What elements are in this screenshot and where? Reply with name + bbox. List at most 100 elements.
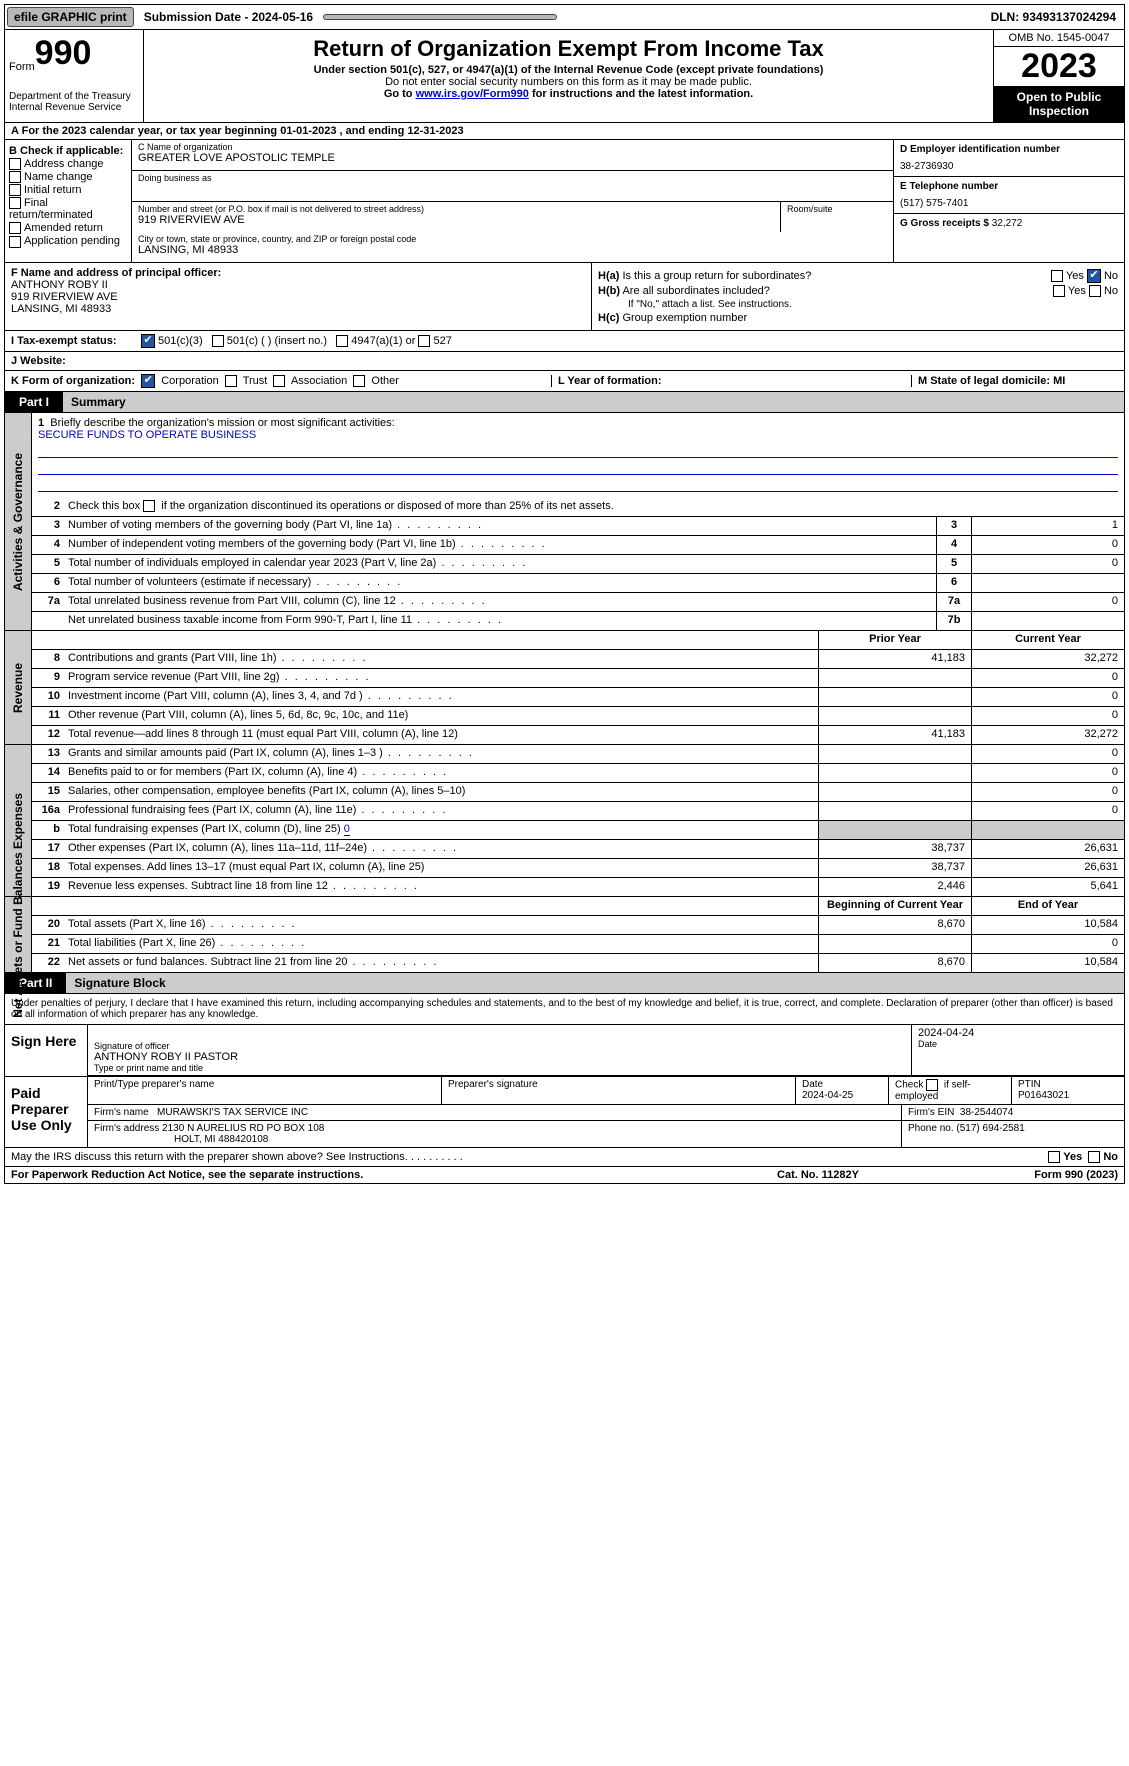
chk-corp[interactable]: ✔ <box>141 374 155 388</box>
ha-no-checkbox[interactable]: ✔ <box>1087 269 1101 283</box>
chk-527[interactable] <box>418 335 430 347</box>
ptin-value: P01643021 <box>1018 1090 1118 1101</box>
chk-line2[interactable] <box>143 500 155 512</box>
chk-initial-return[interactable]: Initial return <box>9 184 127 196</box>
open-public-badge: Open to Public Inspection <box>994 86 1124 122</box>
chk-self-employed[interactable] <box>926 1079 938 1091</box>
header-left: Form990 Department of the Treasury Inter… <box>5 30 144 122</box>
omb-number: OMB No. 1545-0047 <box>994 30 1124 47</box>
form-year-footer: Form 990 (2023) <box>918 1169 1118 1181</box>
hb-yes-checkbox[interactable] <box>1053 285 1065 297</box>
subtitle-1: Under section 501(c), 527, or 4947(a)(1)… <box>148 64 989 76</box>
opt-501c: 501(c) ( ) (insert no.) <box>227 335 327 347</box>
hb-no-checkbox[interactable] <box>1089 285 1101 297</box>
row-k-form-org: K Form of organization: ✔ Corporation Tr… <box>11 374 551 388</box>
chk-assoc[interactable] <box>273 375 285 387</box>
expenses-section: Expenses 13Grants and similar amounts pa… <box>4 745 1125 897</box>
sig-officer-label: Signature of officer <box>94 1041 905 1051</box>
form-number: 990 <box>35 34 92 73</box>
opt-trust: Trust <box>243 375 268 387</box>
prep-date: 2024-04-25 <box>802 1090 882 1101</box>
chk-final-return[interactable]: Final return/terminated <box>9 197 127 221</box>
ha-row: H(a) Is this a group return for subordin… <box>598 269 1118 283</box>
opt-527: 527 <box>433 335 451 347</box>
chk-trust[interactable] <box>225 375 237 387</box>
line-14: 14Benefits paid to or for members (Part … <box>32 764 1124 783</box>
prep-date-label: Date <box>802 1079 882 1090</box>
line-12: 12Total revenue—add lines 8 through 11 (… <box>32 726 1124 744</box>
may-irs-yes-chk[interactable] <box>1048 1151 1060 1163</box>
chk-501c[interactable] <box>212 335 224 347</box>
officer-street: 919 RIVERVIEW AVE <box>11 291 585 303</box>
sign-here-row: Sign Here Signature of officer ANTHONY R… <box>5 1024 1124 1076</box>
line-21: 21Total liabilities (Part X, line 26)0 <box>32 935 1124 954</box>
chk-other[interactable] <box>353 375 365 387</box>
section-b-title: B Check if applicable: <box>9 145 127 157</box>
sig-officer-cell: Signature of officer ANTHONY ROBY II PAS… <box>87 1025 911 1076</box>
may-irs-text: May the IRS discuss this return with the… <box>11 1151 408 1163</box>
col-c-org-info: C Name of organization GREATER LOVE APOS… <box>132 140 893 262</box>
row-k-label: K Form of organization: <box>11 375 135 387</box>
city-value: LANSING, MI 48933 <box>138 244 887 256</box>
row-a-tax-year: A For the 2023 calendar year, or tax yea… <box>4 123 1125 140</box>
col-b-checkboxes: B Check if applicable: Address change Na… <box>5 140 132 262</box>
row-i-label: I Tax-exempt status: <box>11 335 141 347</box>
governance-side: Activities & Governance <box>5 413 32 630</box>
org-name-field: C Name of organization GREATER LOVE APOS… <box>132 140 893 171</box>
form-prefix: Form <box>9 61 35 73</box>
part2-header: Part II Signature Block <box>4 973 1125 994</box>
spacer-button <box>323 14 557 20</box>
part1-tab: Part I <box>5 392 63 412</box>
org-name-value: GREATER LOVE APOSTOLIC TEMPLE <box>138 152 887 164</box>
firm-addr2: HOLT, MI 488420108 <box>174 1134 268 1145</box>
line-11: 11Other revenue (Part VIII, column (A), … <box>32 707 1124 726</box>
tax-year: 2023 <box>994 47 1124 86</box>
line-5: 5Total number of individuals employed in… <box>32 555 1124 574</box>
topbar: efile GRAPHIC print Submission Date - 20… <box>4 4 1125 30</box>
paid-preparer-label: Paid Preparer Use Only <box>5 1077 87 1147</box>
chk-name-change[interactable]: Name change <box>9 171 127 183</box>
sig-date-label: Date <box>918 1039 1118 1049</box>
chk-amended[interactable]: Amended return <box>9 222 127 234</box>
line-4: 4Number of independent voting members of… <box>32 536 1124 555</box>
street-value: 919 RIVERVIEW AVE <box>138 214 774 226</box>
efile-button[interactable]: efile GRAPHIC print <box>7 7 134 27</box>
city-field: City or town, state or province, country… <box>132 232 893 262</box>
chk-app-pending[interactable]: Application pending <box>9 235 127 247</box>
row-klm: K Form of organization: ✔ Corporation Tr… <box>4 371 1125 392</box>
mission-label: Briefly describe the organization's miss… <box>50 417 394 429</box>
line-22: 22Net assets or fund balances. Subtract … <box>32 954 1124 972</box>
netassets-section: Net Assets or Fund Balances Beginning of… <box>4 897 1125 973</box>
chk-501c3[interactable]: ✔ <box>141 334 155 348</box>
row-i-tax-status: I Tax-exempt status: ✔ 501(c)(3) 501(c) … <box>4 331 1125 352</box>
chk-4947[interactable] <box>336 335 348 347</box>
officer-label: F Name and address of principal officer: <box>11 267 585 279</box>
may-irs-no-chk[interactable] <box>1088 1151 1100 1163</box>
may-irs-no: No <box>1103 1151 1118 1163</box>
subtitle-3: Go to www.irs.gov/Form990 for instructio… <box>148 88 989 100</box>
part1-title: Summary <box>63 392 1124 412</box>
hb-row: H(b) Are all subordinates included? Yes … <box>598 285 1118 297</box>
subtitle-2: Do not enter social security numbers on … <box>148 76 989 88</box>
gross-label: G Gross receipts $ <box>900 218 989 229</box>
officer-name: ANTHONY ROBY II <box>11 279 585 291</box>
street-label: Number and street (or P.O. box if mail i… <box>138 204 774 214</box>
section-h: H(a) Is this a group return for subordin… <box>592 263 1124 330</box>
sig-officer-name: ANTHONY ROBY II PASTOR <box>94 1051 905 1063</box>
sub3-prefix: Go to <box>384 88 416 100</box>
line-8: 8Contributions and grants (Part VIII, li… <box>32 650 1124 669</box>
col-d-right: D Employer identification number 38-2736… <box>893 140 1124 262</box>
chk-address-change[interactable]: Address change <box>9 158 127 170</box>
ha-yes-checkbox[interactable] <box>1051 270 1063 282</box>
firm-name-label: Firm's name <box>94 1107 149 1118</box>
header-mid: Return of Organization Exempt From Incom… <box>144 30 993 122</box>
line-7a: 7aTotal unrelated business revenue from … <box>32 593 1124 612</box>
irs-link[interactable]: www.irs.gov/Form990 <box>416 88 529 100</box>
firm-name: MURAWSKI'S TAX SERVICE INC <box>157 1107 308 1118</box>
firm-ein-label: Firm's EIN <box>908 1107 954 1118</box>
year-formation: L Year of formation: <box>551 375 911 387</box>
line-17: 17Other expenses (Part IX, column (A), l… <box>32 840 1124 859</box>
firm-phone-label: Phone no. <box>908 1123 954 1134</box>
room-label: Room/suite <box>787 204 887 214</box>
mission-line <box>38 477 1118 492</box>
